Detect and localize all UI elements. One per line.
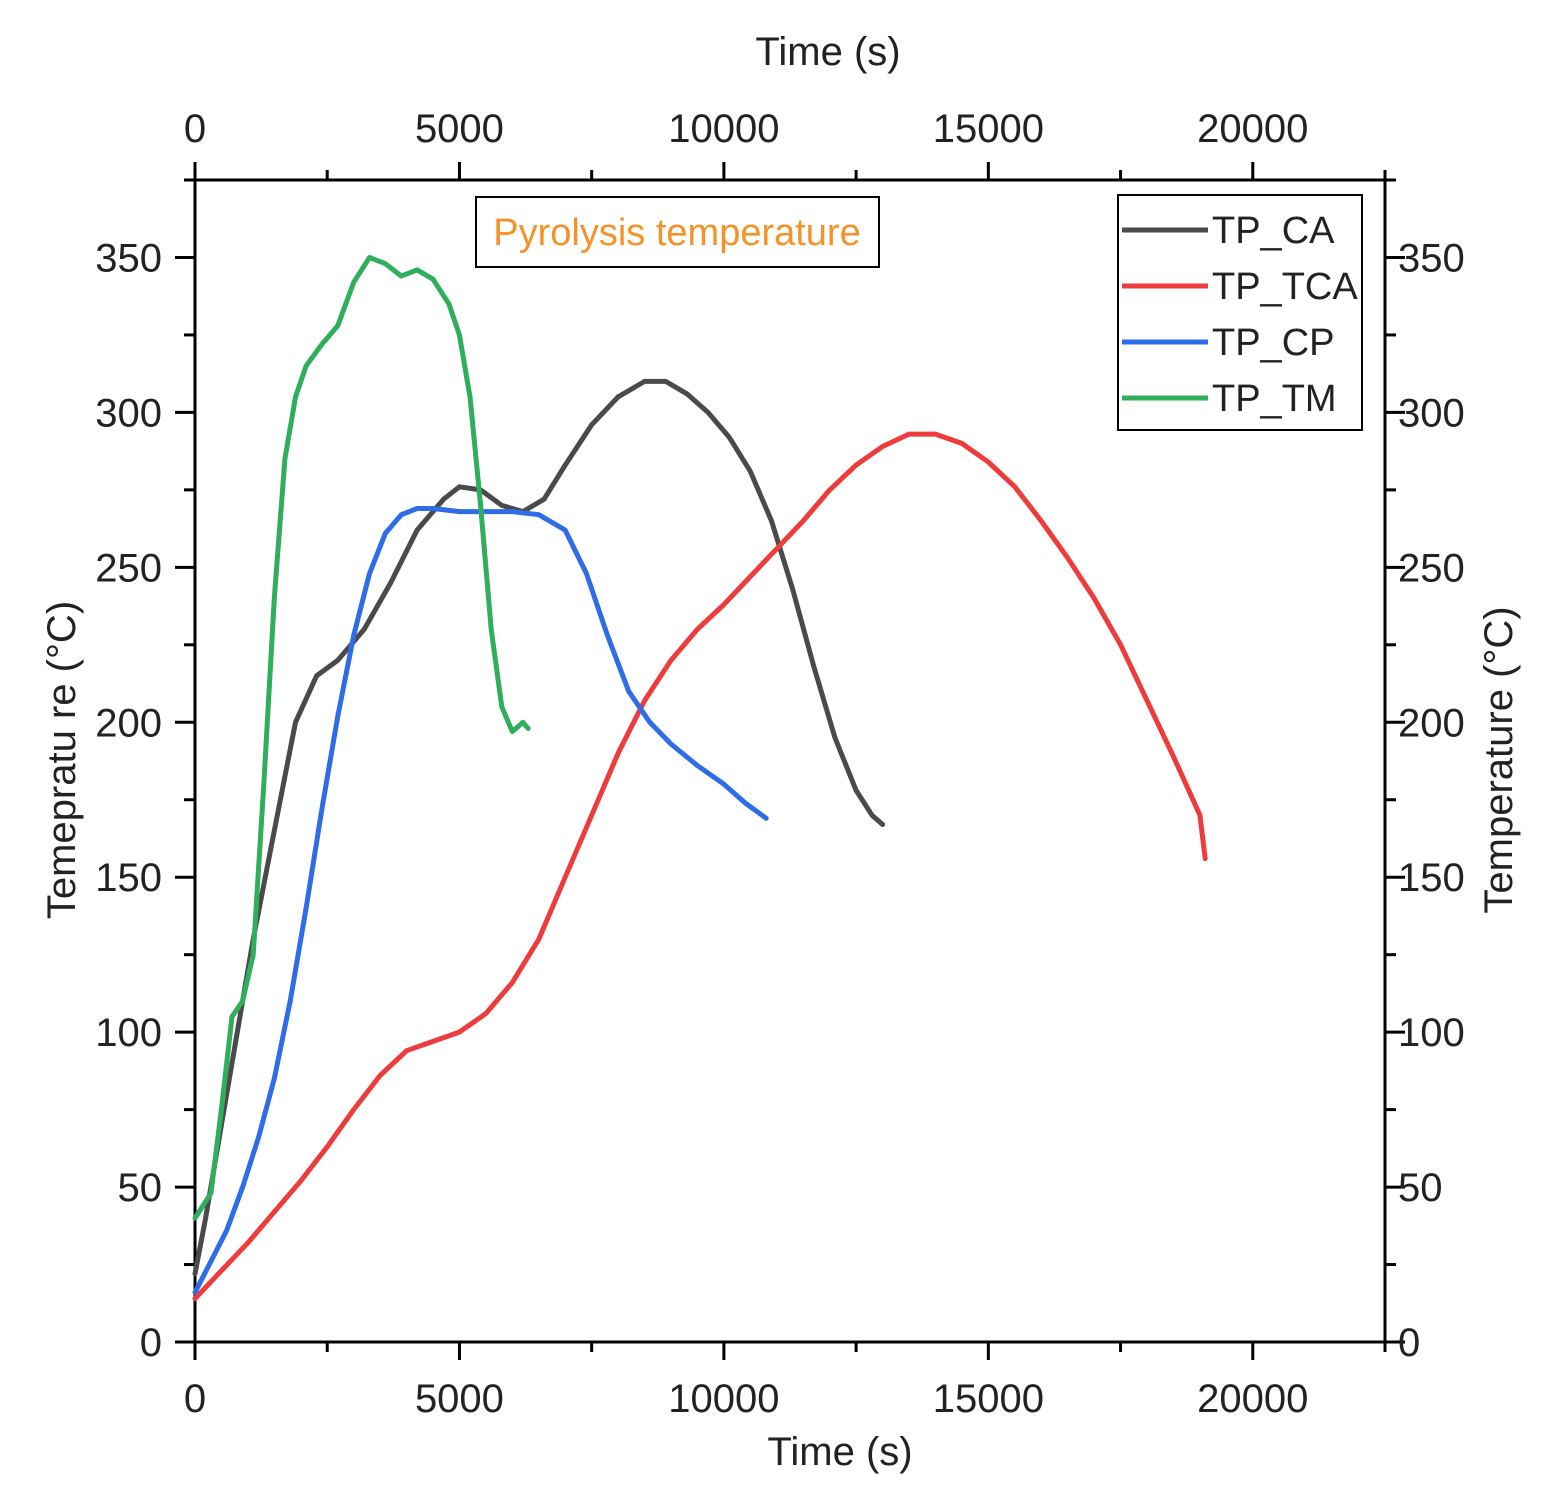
y-axis-title-left: Temepratu re (°C) — [40, 601, 84, 919]
plot-frame — [193, 178, 1387, 1344]
y-tick-label-left: 150 — [95, 856, 162, 900]
legend-label: TP_CA — [1212, 210, 1335, 252]
series-line-tp-tca — [192, 431, 1208, 1302]
y-tick-label-left: 0 — [140, 1321, 162, 1365]
y-tick-label-right: 350 — [1398, 236, 1465, 280]
y-tick-label-right: 300 — [1398, 391, 1465, 435]
series-line-tp-ca — [192, 378, 886, 1277]
x-tick-label-top: 20000 — [1197, 107, 1308, 151]
series-line-tp-cp — [192, 506, 769, 1295]
series-line-tp-tm — [192, 255, 531, 1221]
y-tick-label-left: 250 — [95, 546, 162, 590]
y-tick-label-left: 200 — [95, 701, 162, 745]
y-tick-label-right: 0 — [1398, 1321, 1420, 1365]
y-axis-title-right: Temperature (°C) — [1477, 606, 1521, 913]
x-tick-label-bottom: 20000 — [1197, 1377, 1308, 1421]
y-tick-label-right: 50 — [1398, 1166, 1443, 1210]
x-tick-label-top: 0 — [184, 107, 206, 151]
x-tick-label-top: 5000 — [415, 107, 504, 151]
x-tick-label-top: 10000 — [668, 107, 779, 151]
x-tick-label-bottom: 5000 — [415, 1377, 504, 1421]
y-tick-label-left: 300 — [95, 391, 162, 435]
legend-label: TP_CP — [1212, 322, 1334, 364]
y-tick-label-left: 350 — [95, 236, 162, 280]
annotation-text: Pyrolysis temperature — [493, 212, 860, 254]
axis-ticks: 0050005000100001000015000150002000020000… — [95, 107, 1465, 1421]
legend: TP_CA TP_TCA TP_CP TP_TM — [1122, 210, 1358, 420]
x-tick-label-bottom: 0 — [184, 1377, 206, 1421]
y-tick-label-right: 100 — [1398, 1011, 1465, 1055]
y-tick-label-left: 100 — [95, 1011, 162, 1055]
legend-label: TP_TCA — [1212, 266, 1358, 308]
x-axis-title-bottom: Time (s) — [767, 1430, 912, 1474]
series-lines — [192, 255, 1208, 1302]
x-axis-title-top: Time (s) — [755, 30, 900, 74]
y-tick-label-right: 250 — [1398, 546, 1465, 590]
y-tick-label-right: 150 — [1398, 856, 1465, 900]
legend-box — [1117, 194, 1363, 431]
x-tick-label-bottom: 10000 — [668, 1377, 779, 1421]
y-tick-label-right: 200 — [1398, 701, 1465, 745]
y-tick-label-left: 50 — [118, 1166, 163, 1210]
legend-label: TP_TM — [1212, 378, 1337, 420]
annotation-box — [475, 196, 880, 268]
x-tick-label-bottom: 15000 — [933, 1377, 1044, 1421]
x-tick-label-top: 15000 — [933, 107, 1044, 151]
